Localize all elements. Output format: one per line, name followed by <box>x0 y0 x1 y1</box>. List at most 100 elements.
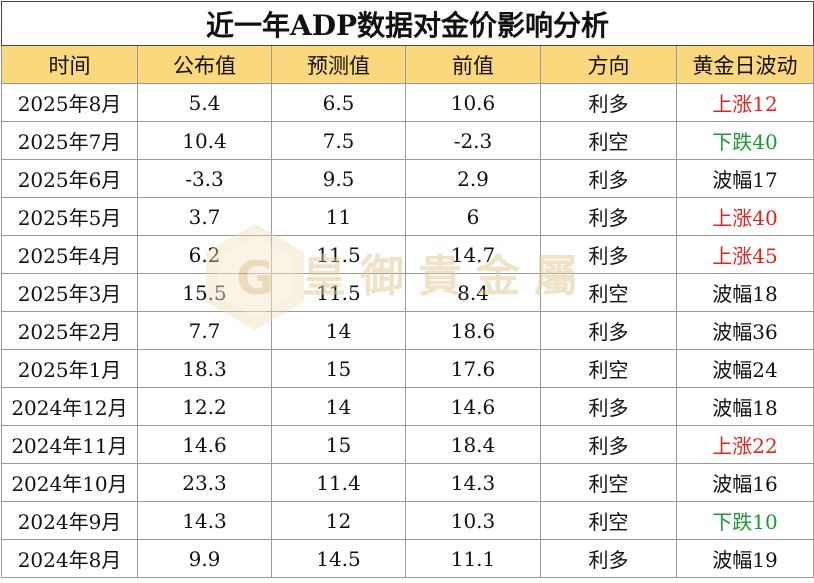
row-forecast: 11.5 <box>271 273 406 312</box>
row-actual: 14.6 <box>137 425 272 464</box>
row-gold-move: 上涨22 <box>676 425 814 464</box>
row-previous: 18.6 <box>405 311 541 350</box>
title-row: 近一年ADP数据对金价影响分析 <box>1 1 814 46</box>
table-row: 2025年6月 -3.3 9.5 2.9 利多 波幅17 <box>1 159 814 198</box>
row-actual: -3.3 <box>137 159 272 198</box>
row-direction: 利多 <box>540 539 677 578</box>
row-date: 2025年1月 <box>1 349 138 388</box>
header-direction: 方向 <box>540 45 677 84</box>
row-previous: 10.3 <box>405 501 541 540</box>
row-actual: 14.3 <box>137 501 272 540</box>
row-date: 2025年3月 <box>1 273 138 312</box>
table-row: 2025年2月 7.7 14 18.6 利多 波幅36 <box>1 311 814 350</box>
row-date: 2024年9月 <box>1 501 138 540</box>
row-forecast: 11 <box>271 197 406 236</box>
row-direction: 利多 <box>540 235 677 274</box>
table-row: 2025年4月 6.2 11.5 14.7 利多 上涨45 <box>1 235 814 274</box>
row-gold-move: 波幅17 <box>676 159 814 198</box>
row-direction: 利多 <box>540 311 677 350</box>
row-direction: 利多 <box>540 387 677 426</box>
row-forecast: 11.5 <box>271 235 406 274</box>
row-actual: 9.9 <box>137 539 272 578</box>
row-gold-move: 下跌10 <box>676 501 814 540</box>
row-gold-move: 波幅16 <box>676 463 814 502</box>
row-gold-move: 波幅18 <box>676 387 814 426</box>
row-direction: 利空 <box>540 501 677 540</box>
row-forecast: 15 <box>271 425 406 464</box>
row-gold-move: 上涨40 <box>676 197 814 236</box>
table-title: 近一年ADP数据对金价影响分析 <box>1 1 814 46</box>
row-direction: 利空 <box>540 349 677 388</box>
row-forecast: 11.4 <box>271 463 406 502</box>
row-previous: 14.7 <box>405 235 541 274</box>
header-gold-move: 黄金日波动 <box>676 45 814 84</box>
table-row: 2024年10月 23.3 11.4 14.3 利空 波幅16 <box>1 463 814 502</box>
row-actual: 6.2 <box>137 235 272 274</box>
row-previous: 11.1 <box>405 539 541 578</box>
row-actual: 12.2 <box>137 387 272 426</box>
row-date: 2025年2月 <box>1 311 138 350</box>
row-date: 2025年5月 <box>1 197 138 236</box>
row-previous: 6 <box>405 197 541 236</box>
table-row: 2024年8月 9.9 14.5 11.1 利多 波幅19 <box>1 539 814 578</box>
row-previous: 14.6 <box>405 387 541 426</box>
row-forecast: 12 <box>271 501 406 540</box>
row-actual: 23.3 <box>137 463 272 502</box>
row-date: 2025年6月 <box>1 159 138 198</box>
row-forecast: 15 <box>271 349 406 388</box>
row-direction: 利多 <box>540 159 677 198</box>
row-direction: 利多 <box>540 83 677 122</box>
row-actual: 7.7 <box>137 311 272 350</box>
row-forecast: 14 <box>271 311 406 350</box>
header-date: 时间 <box>1 45 138 84</box>
table-row: 2025年3月 15.5 11.5 8.4 利空 波幅18 <box>1 273 814 312</box>
row-date: 2025年7月 <box>1 121 138 160</box>
table-row: 2024年12月 12.2 14 14.6 利多 波幅18 <box>1 387 814 426</box>
row-forecast: 6.5 <box>271 83 406 122</box>
row-gold-move: 下跌40 <box>676 121 814 160</box>
row-gold-move: 波幅19 <box>676 539 814 578</box>
row-previous: 8.4 <box>405 273 541 312</box>
row-previous: 2.9 <box>405 159 541 198</box>
row-date: 2024年12月 <box>1 387 138 426</box>
row-previous: 18.4 <box>405 425 541 464</box>
table-row: 2025年8月 5.4 6.5 10.6 利多 上涨12 <box>1 83 814 122</box>
row-actual: 10.4 <box>137 121 272 160</box>
row-gold-move: 波幅18 <box>676 273 814 312</box>
row-forecast: 14 <box>271 387 406 426</box>
row-gold-move: 波幅36 <box>676 311 814 350</box>
row-date: 2025年4月 <box>1 235 138 274</box>
row-direction: 利空 <box>540 273 677 312</box>
row-previous: 14.3 <box>405 463 541 502</box>
row-actual: 5.4 <box>137 83 272 122</box>
row-forecast: 14.5 <box>271 539 406 578</box>
header-actual: 公布值 <box>137 45 272 84</box>
row-direction: 利空 <box>540 463 677 502</box>
row-gold-move: 上涨12 <box>676 83 814 122</box>
row-previous: 10.6 <box>405 83 541 122</box>
row-direction: 利多 <box>540 197 677 236</box>
row-actual: 3.7 <box>137 197 272 236</box>
table-row: 2025年5月 3.7 11 6 利多 上涨40 <box>1 197 814 236</box>
row-previous: 17.6 <box>405 349 541 388</box>
header-forecast: 预测值 <box>271 45 406 84</box>
table-row: 2024年11月 14.6 15 18.4 利多 上涨22 <box>1 425 814 464</box>
table-row: 2025年1月 18.3 15 17.6 利空 波幅24 <box>1 349 814 388</box>
table-row: 2024年9月 14.3 12 10.3 利空 下跌10 <box>1 501 814 540</box>
row-actual: 18.3 <box>137 349 272 388</box>
row-actual: 15.5 <box>137 273 272 312</box>
row-gold-move: 波幅24 <box>676 349 814 388</box>
row-forecast: 7.5 <box>271 121 406 160</box>
header-row: 时间 公布值 预测值 前值 方向 黄金日波动 <box>1 45 814 84</box>
row-date: 2024年8月 <box>1 539 138 578</box>
header-previous: 前值 <box>405 45 541 84</box>
row-previous: -2.3 <box>405 121 541 160</box>
row-date: 2024年11月 <box>1 425 138 464</box>
row-date: 2025年8月 <box>1 83 138 122</box>
row-direction: 利空 <box>540 121 677 160</box>
row-direction: 利多 <box>540 425 677 464</box>
table-row: 2025年7月 10.4 7.5 -2.3 利空 下跌40 <box>1 121 814 160</box>
row-gold-move: 上涨45 <box>676 235 814 274</box>
row-date: 2024年10月 <box>1 463 138 502</box>
